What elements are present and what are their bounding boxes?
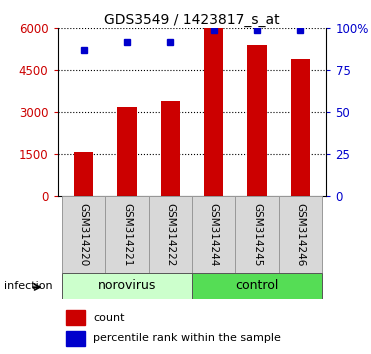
Bar <box>192 196 235 273</box>
Text: count: count <box>93 313 125 323</box>
Bar <box>66 310 85 325</box>
Text: GSM314220: GSM314220 <box>79 202 89 266</box>
Text: GSM314245: GSM314245 <box>252 202 262 266</box>
Bar <box>291 59 310 196</box>
Bar <box>62 196 105 273</box>
Bar <box>149 196 192 273</box>
Text: GSM314246: GSM314246 <box>295 202 305 266</box>
Bar <box>66 331 85 346</box>
Bar <box>204 28 223 196</box>
Bar <box>192 273 322 299</box>
Bar <box>117 107 137 196</box>
Text: infection: infection <box>4 281 52 291</box>
Text: norovirus: norovirus <box>98 279 156 292</box>
Bar <box>235 196 279 273</box>
Text: GSM314222: GSM314222 <box>165 202 175 266</box>
Bar <box>161 101 180 196</box>
Text: percentile rank within the sample: percentile rank within the sample <box>93 333 281 343</box>
Text: GSM314221: GSM314221 <box>122 202 132 266</box>
Bar <box>62 273 192 299</box>
Bar <box>279 196 322 273</box>
Bar <box>105 196 149 273</box>
Title: GDS3549 / 1423817_s_at: GDS3549 / 1423817_s_at <box>104 13 280 27</box>
Bar <box>74 152 93 196</box>
Text: GSM314244: GSM314244 <box>209 202 219 266</box>
Text: control: control <box>235 279 279 292</box>
Bar <box>247 45 267 196</box>
